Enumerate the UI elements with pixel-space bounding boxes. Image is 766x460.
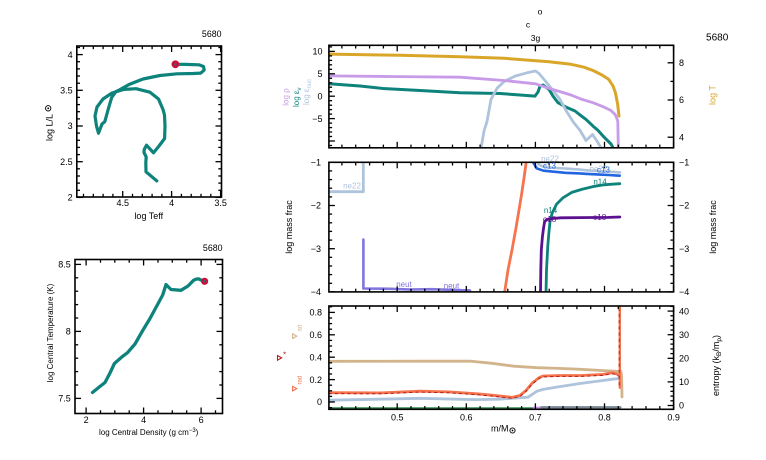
svg-text:c13: c13	[597, 165, 610, 174]
svg-text:0.9: 0.9	[667, 413, 680, 423]
svg-text:5680: 5680	[203, 243, 223, 253]
svg-text:log mass frac: log mass frac	[284, 200, 294, 254]
svg-text:−5: −5	[312, 114, 322, 124]
svg-text:0.7: 0.7	[529, 413, 542, 423]
svg-text:−2: −2	[311, 201, 321, 211]
svg-text:0.5: 0.5	[391, 413, 404, 423]
svg-text:−4: −4	[311, 287, 321, 297]
svg-text:10: 10	[312, 47, 322, 57]
svg-text:log Teff: log Teff	[134, 211, 163, 221]
svg-text:ad: ad	[298, 325, 304, 332]
svg-text:3.5: 3.5	[60, 86, 73, 96]
svg-text:0: 0	[317, 91, 322, 101]
svg-text:2: 2	[68, 193, 73, 203]
svg-text:0.8: 0.8	[598, 413, 611, 423]
svg-text:−1: −1	[679, 158, 689, 168]
svg-text:0: 0	[679, 401, 684, 411]
svg-text:40: 40	[679, 306, 689, 316]
svg-text:2: 2	[84, 415, 89, 425]
svg-text:8: 8	[66, 327, 71, 337]
svg-text:3: 3	[68, 121, 73, 131]
svg-text:5680: 5680	[202, 29, 222, 39]
svg-text:8.5: 8.5	[58, 260, 71, 270]
svg-text:4: 4	[68, 50, 73, 60]
svg-text:log εnuc: log εnuc	[302, 79, 313, 105]
svg-text:20: 20	[679, 354, 689, 364]
svg-text:log Central Temperature (K): log Central Temperature (K)	[46, 283, 55, 382]
svg-text:ne22: ne22	[541, 155, 559, 164]
svg-text:log εν: log εν	[292, 88, 303, 107]
svg-text:6: 6	[679, 95, 684, 105]
svg-text:4: 4	[141, 415, 146, 425]
svg-text:5680: 5680	[706, 33, 729, 44]
svg-text:10: 10	[679, 377, 689, 387]
svg-text:*: *	[283, 351, 286, 360]
svg-text:−2: −2	[679, 201, 689, 211]
svg-text:0.4: 0.4	[309, 352, 322, 362]
svg-text:log Central Density (g cm−3): log Central Density (g cm−3)	[99, 428, 199, 437]
svg-text:30: 30	[679, 330, 689, 340]
svg-text:0.8: 0.8	[309, 308, 322, 318]
svg-text:4: 4	[169, 198, 174, 208]
svg-text:neut: neut	[444, 281, 460, 290]
svg-text:2.5: 2.5	[60, 157, 73, 167]
svg-text:3g: 3g	[531, 33, 541, 43]
svg-text:o: o	[538, 7, 543, 17]
svg-text:4: 4	[679, 132, 684, 142]
svg-text:−3: −3	[679, 244, 689, 254]
svg-text:c: c	[526, 20, 531, 30]
svg-text:5: 5	[317, 69, 322, 79]
svg-text:rad: rad	[298, 376, 304, 385]
svg-text:log ρ: log ρ	[282, 88, 291, 106]
svg-text:6: 6	[199, 415, 204, 425]
svg-text:entropy (kB/mp): entropy (kB/mp)	[711, 335, 723, 396]
svg-text:−3: −3	[311, 244, 321, 254]
svg-text:4.5: 4.5	[116, 198, 129, 208]
svg-text:m/M: m/M	[491, 424, 509, 434]
svg-text:c13: c13	[543, 162, 556, 171]
svg-text:log L/L: log L/L	[45, 114, 55, 141]
svg-text:ne22: ne22	[590, 164, 608, 173]
svg-text:8: 8	[679, 58, 684, 68]
svg-text:log mass frac: log mass frac	[708, 200, 718, 254]
svg-text:o18: o18	[593, 213, 607, 222]
svg-text:n14: n14	[544, 206, 558, 215]
svg-text:0.6: 0.6	[309, 330, 322, 340]
svg-text:n14: n14	[593, 178, 607, 187]
svg-text:log T: log T	[708, 85, 718, 105]
svg-text:−4: −4	[679, 287, 689, 297]
svg-text:ne22: ne22	[343, 182, 361, 191]
svg-text:o18: o18	[543, 215, 557, 224]
svg-text:−1: −1	[311, 158, 321, 168]
svg-text:0: 0	[317, 397, 322, 407]
svg-text:neut: neut	[396, 280, 412, 289]
svg-text:0.6: 0.6	[460, 413, 473, 423]
svg-text:3.5: 3.5	[214, 198, 227, 208]
svg-text:0.2: 0.2	[309, 375, 322, 385]
svg-text:7.5: 7.5	[58, 394, 71, 404]
